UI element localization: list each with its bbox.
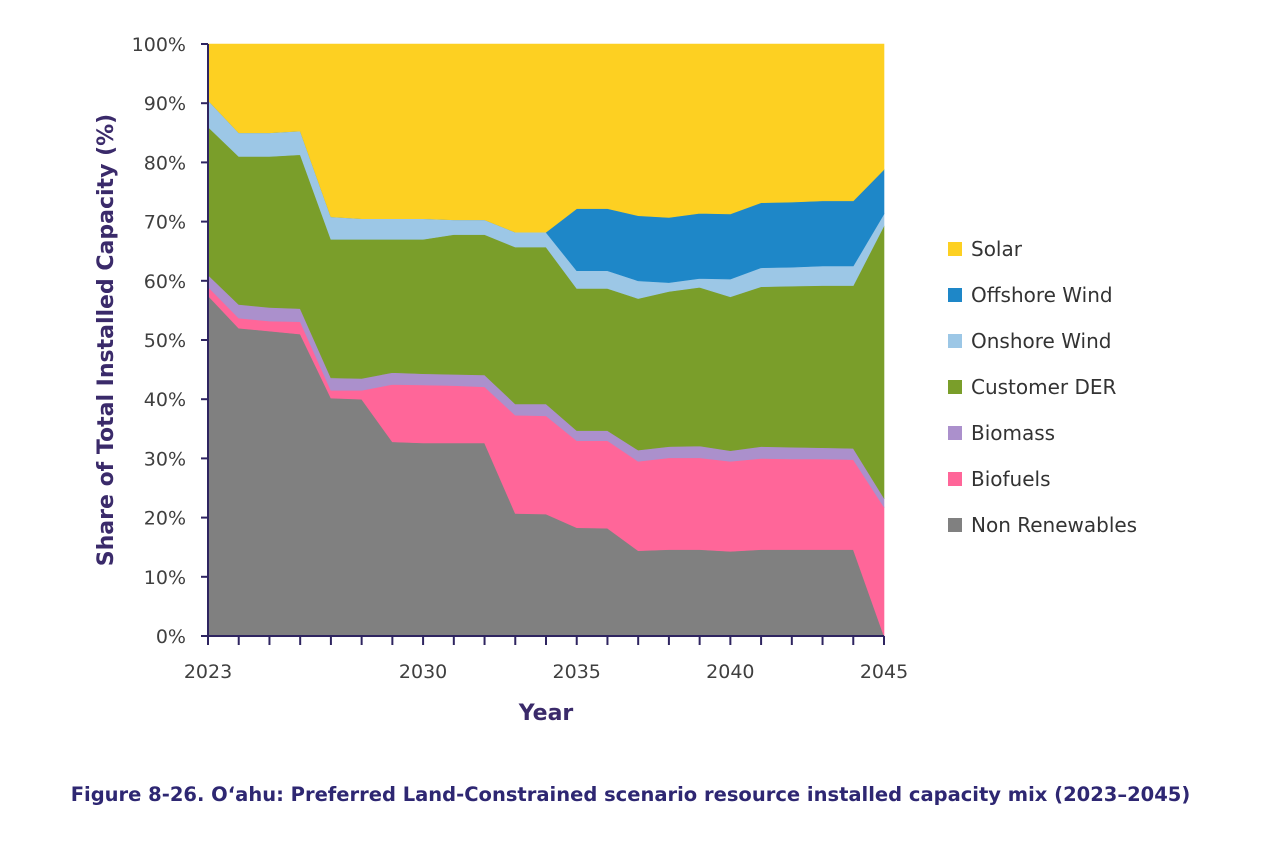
y-tick-label: 80% <box>144 152 186 174</box>
chart-figure: 0% 10% 20% 30% 40% 50% 60% 70% 80% 90% 100% 2023 20… <box>94 34 1137 726</box>
y-tick-label: 20% <box>144 508 186 530</box>
figure-caption: Figure 8-26. O‘ahu: Preferred Land-Const… <box>70 783 1191 806</box>
y-axis-title: Share of Total Installed Capacity (%) <box>94 114 119 566</box>
legend-swatch-biofuels <box>948 472 962 486</box>
y-tick-label: 50% <box>144 330 186 352</box>
x-tick-label: 2035 <box>553 661 601 683</box>
legend-label-biomass: Biomass <box>971 421 1055 445</box>
y-tick-label: 40% <box>144 389 186 411</box>
legend-label-non-renewables: Non Renewables <box>971 513 1137 537</box>
x-tick-label: 2045 <box>860 661 908 683</box>
stacked-area-chart: 0% 10% 20% 30% 40% 50% 60% 70% 80% 90% 100% 2023 20… <box>94 34 1137 726</box>
legend-swatch-solar <box>948 242 962 256</box>
legend-label-solar: Solar <box>971 237 1023 261</box>
legend-swatch-onshore-wind <box>948 334 962 348</box>
y-tick-label: 100% <box>132 34 186 56</box>
legend-label-offshore-wind: Offshore Wind <box>971 283 1113 307</box>
y-tick-label: 0% <box>156 626 186 648</box>
y-tick-label: 30% <box>144 448 186 470</box>
y-tick-label: 90% <box>144 93 186 115</box>
x-axis-title: Year <box>518 701 574 726</box>
legend-swatch-non-renewables <box>948 518 962 532</box>
legend-swatch-offshore-wind <box>948 288 962 302</box>
y-tick-label: 10% <box>144 567 186 589</box>
legend-swatch-biomass <box>948 426 962 440</box>
legend-label-biofuels: Biofuels <box>971 467 1051 491</box>
x-tick-label: 2030 <box>399 661 447 683</box>
legend-swatch-customer-der <box>948 380 962 394</box>
y-tick-label: 60% <box>144 271 186 293</box>
legend-label-customer-der: Customer DER <box>971 375 1117 399</box>
x-tick-label: 2040 <box>706 661 754 683</box>
area-solar <box>207 43 885 233</box>
x-tick-label: 2023 <box>184 661 232 683</box>
legend: Solar Offshore Wind Onshore Wind Customer D… <box>948 237 1137 537</box>
y-tick-label: 70% <box>144 212 186 234</box>
legend-label-onshore-wind: Onshore Wind <box>971 329 1111 353</box>
